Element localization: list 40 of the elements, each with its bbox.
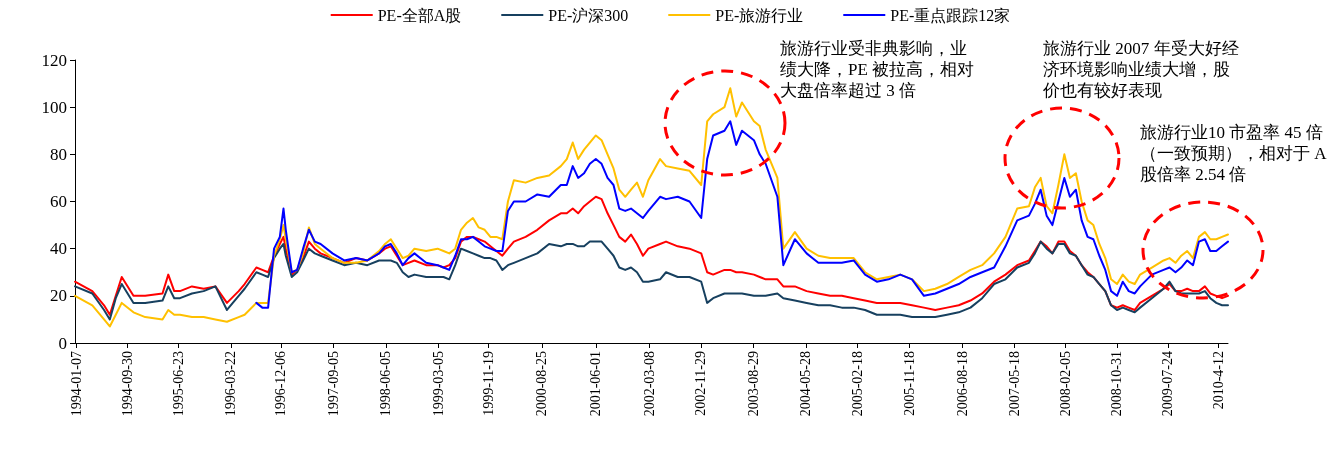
x-tick-label: 2010-4-12 <box>1210 351 1226 410</box>
x-tick-label: 1997-09-05 <box>325 351 341 417</box>
y-tick-label: 20 <box>50 286 67 306</box>
x-tick-label: 2006-08-18 <box>954 351 970 417</box>
x-tick-label: 1994-01-07 <box>68 351 84 417</box>
annotation: 旅游行业 2007 年受大好经济环境影响业绩大增，股价也有较好表现 <box>1043 38 1240 101</box>
x-tick-label: 1994-09-30 <box>119 351 135 417</box>
x-tick-label: 1999-11-19 <box>480 351 496 416</box>
y-tick-label: 60 <box>50 192 67 211</box>
y-tick-label: 0 <box>58 333 67 353</box>
x-tick-label: 2002-03-08 <box>642 351 658 417</box>
x-tick-label: 2002-11-29 <box>693 351 709 416</box>
x-tick-label: 2005-02-18 <box>849 351 865 417</box>
x-tick-label: 1999-03-05 <box>430 351 446 417</box>
y-tick-label: 120 <box>41 50 67 70</box>
line-series <box>74 195 1229 316</box>
line-series <box>255 120 1229 309</box>
x-tick-label: 2001-06-01 <box>588 351 604 417</box>
x-tick-label: 2007-05-18 <box>1007 351 1023 417</box>
legend-label: PE-旅游行业 <box>715 6 804 24</box>
x-tick-label: 1996-03-22 <box>223 351 239 417</box>
x-tick-label: 1996-12-06 <box>273 351 289 417</box>
line-series <box>74 240 1229 321</box>
legend-label: PE-沪深300 <box>548 6 629 24</box>
legend-label: PE-重点跟踪12家 <box>890 6 1011 24</box>
y-tick-label: 80 <box>50 144 67 164</box>
legend-label: PE-全部A股 <box>377 6 462 24</box>
x-tick-label: 1998-06-05 <box>378 351 394 417</box>
y-tick-label: 100 <box>41 97 67 117</box>
annotation: 旅游行业10 市盈率 45 倍（一致预期），相对于 A 股倍率 2.54 倍 <box>1140 122 1328 185</box>
x-tick-label: 2008-02-05 <box>1057 351 1073 417</box>
annotation: 旅游行业受非典影响，业绩大降，PE 被拉高，相对大盘倍率超过 3 倍 <box>780 38 976 101</box>
x-tick-label: 2008-10-31 <box>1109 351 1125 417</box>
y-tick-label: 40 <box>50 239 67 259</box>
x-tick-label: 2000-08-25 <box>534 351 550 417</box>
x-tick-label: 2009-07-24 <box>1160 351 1176 417</box>
x-tick-label: 2003-08-29 <box>745 351 761 417</box>
x-tick-label: 2004-05-28 <box>798 351 814 417</box>
x-tick-label: 1995-06-23 <box>170 351 186 417</box>
x-tick-label: 2005-11-18 <box>902 351 918 416</box>
